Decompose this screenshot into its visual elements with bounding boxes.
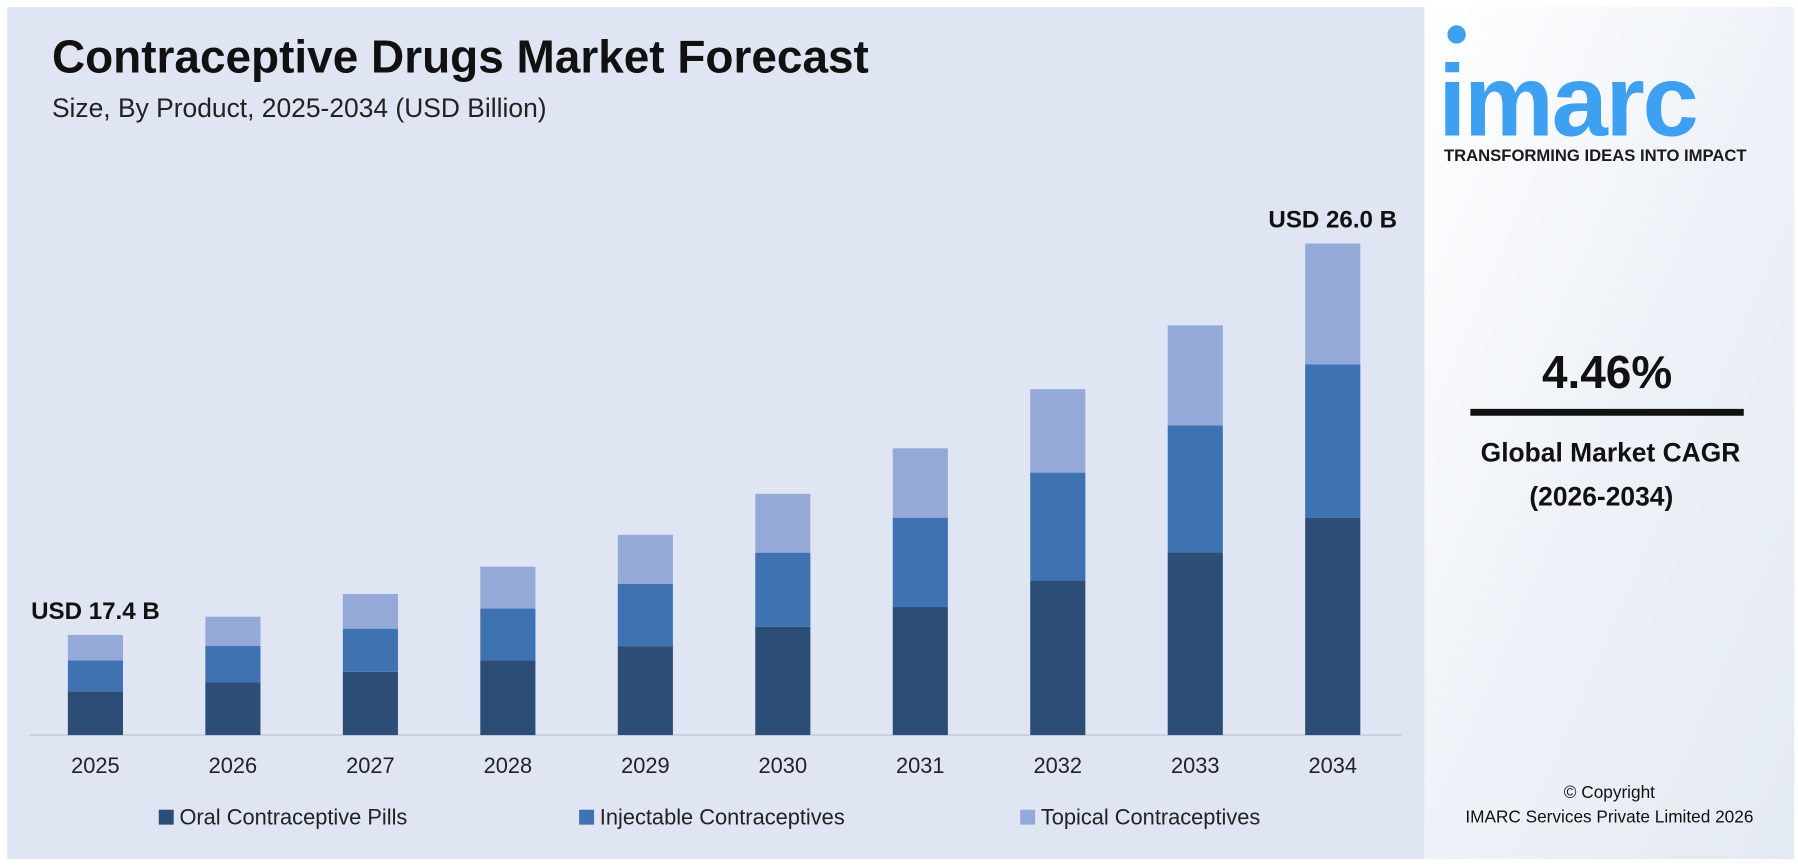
bar-segment	[617, 646, 673, 736]
tagline: TRANSFORMING IDEAS INTO IMPACT	[1444, 146, 1747, 165]
bar-segment	[892, 517, 948, 608]
x-tick-label: 2029	[621, 753, 670, 778]
x-tick-label: 2030	[759, 753, 808, 778]
x-tick-label: 2026	[209, 753, 258, 778]
bar-segment	[1030, 472, 1086, 581]
bar-segment	[480, 566, 536, 609]
total-label: USD 26.0 B	[1268, 206, 1397, 233]
x-tick-label: 2033	[1171, 753, 1220, 778]
legend-label: Injectable Contraceptives	[600, 805, 845, 830]
legend-label: Topical Contraceptives	[1041, 805, 1261, 830]
bar-segment	[342, 593, 398, 629]
cagr-label: Global Market CAGR	[1481, 438, 1741, 468]
x-tick-label: 2031	[896, 753, 945, 778]
x-tick-label: 2027	[346, 753, 395, 778]
bar-segment	[480, 608, 536, 661]
bar-segment	[342, 628, 398, 672]
bar-segment	[1305, 364, 1361, 518]
bar-segment	[1305, 243, 1361, 365]
bar-segment	[1030, 389, 1086, 473]
bar-segment	[205, 645, 261, 683]
bar-segment	[892, 448, 948, 518]
bar-segment	[755, 626, 811, 736]
bar-segment	[617, 583, 673, 647]
legend-swatch	[579, 809, 595, 825]
bar-segment	[205, 682, 261, 736]
bar-segment	[1167, 425, 1223, 553]
sidebar-panel	[1424, 6, 1795, 860]
bar-segment	[1167, 325, 1223, 426]
bar-segment	[1167, 552, 1223, 736]
bar-segment	[755, 552, 811, 627]
bar-segment	[205, 616, 261, 646]
x-tick-label: 2034	[1308, 753, 1357, 778]
bar-segment	[1030, 580, 1086, 736]
legend-swatch	[158, 809, 174, 825]
cagr-value: 4.46%	[1542, 346, 1672, 398]
logo-dot	[1447, 25, 1466, 44]
copyright: © Copyright	[1564, 782, 1655, 802]
cagr-period: (2026-2034)	[1529, 481, 1673, 511]
bar-segment	[67, 691, 123, 736]
x-tick-label: 2025	[71, 753, 120, 778]
x-tick-label: 2032	[1034, 753, 1083, 778]
bar-segment	[892, 607, 948, 736]
bar-segment	[67, 660, 123, 692]
x-tick-label: 2028	[484, 753, 533, 778]
bar-segment	[755, 493, 811, 553]
bar-segment	[617, 534, 673, 584]
logo: imarc	[1438, 46, 1696, 158]
bar-segment	[1305, 517, 1361, 736]
legend-label: Oral Contraceptive Pills	[179, 805, 407, 830]
bar-segment	[342, 671, 398, 736]
total-label: USD 17.4 B	[31, 598, 160, 625]
chart-title: Contraceptive Drugs Market Forecast	[52, 30, 869, 82]
legend-swatch	[1020, 809, 1036, 825]
bar-segment	[480, 660, 536, 736]
chart-subtitle: Size, By Product, 2025-2034 (USD Billion…	[52, 93, 547, 123]
company: IMARC Services Private Limited 2026	[1465, 806, 1753, 826]
bar-segment	[67, 634, 123, 661]
